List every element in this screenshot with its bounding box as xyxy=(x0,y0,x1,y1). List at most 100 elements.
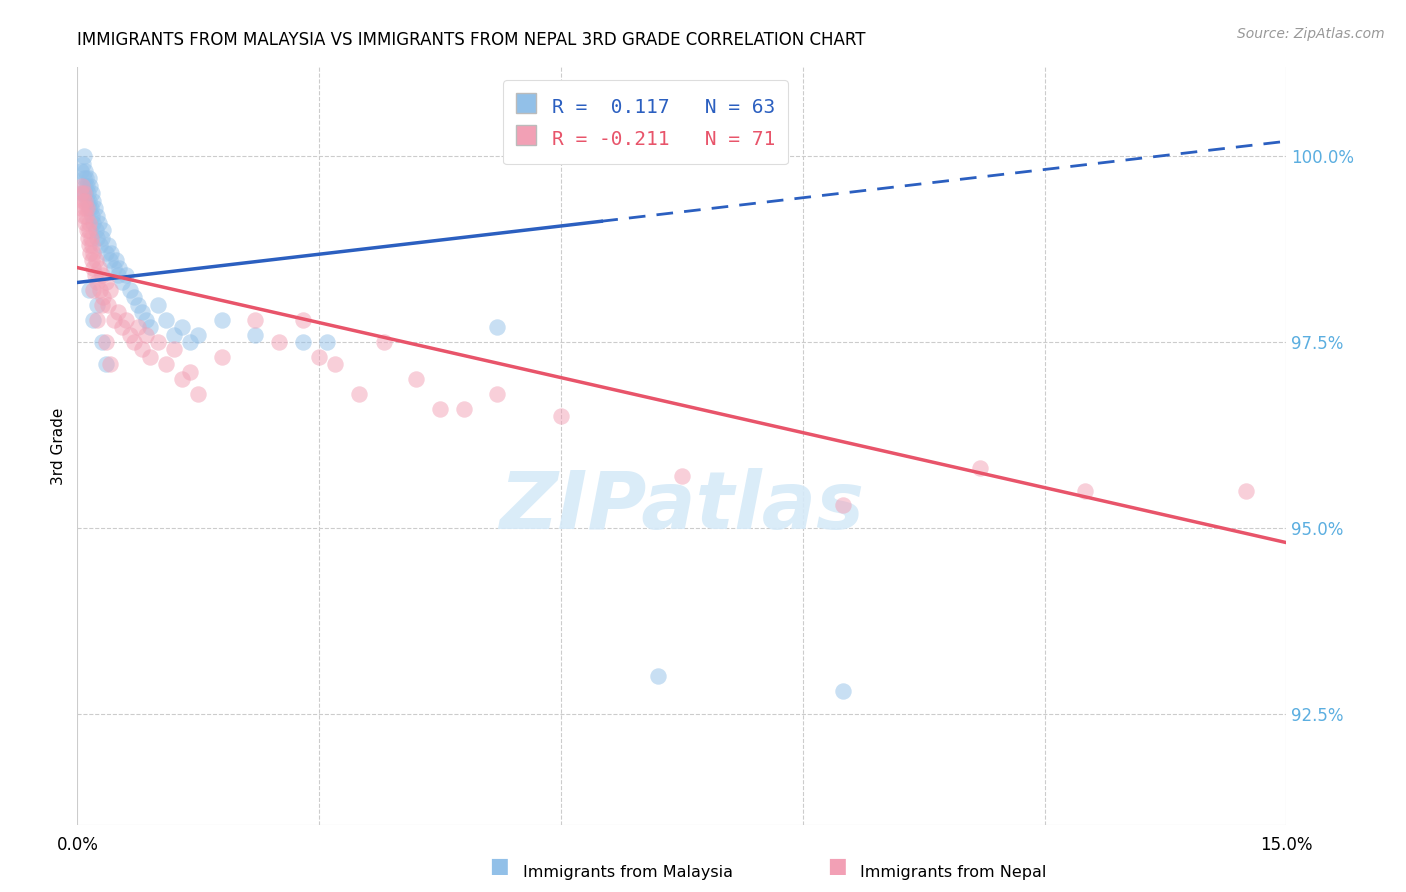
Point xyxy=(73,209,96,223)
Point xyxy=(79,238,101,252)
Point xyxy=(84,268,107,282)
Point xyxy=(80,186,103,201)
Point xyxy=(82,283,104,297)
Point xyxy=(292,312,315,326)
Point xyxy=(139,320,162,334)
Point xyxy=(127,320,149,334)
Point xyxy=(163,343,186,357)
Point xyxy=(100,245,122,260)
Point xyxy=(292,334,315,349)
Point xyxy=(114,268,136,282)
Point xyxy=(243,327,266,342)
Point xyxy=(114,312,136,326)
Point xyxy=(90,334,112,349)
Point xyxy=(91,223,114,237)
Point xyxy=(80,238,103,252)
Text: Immigrants from Nepal: Immigrants from Nepal xyxy=(860,865,1047,880)
Point xyxy=(131,343,153,357)
Point xyxy=(832,499,855,513)
Point xyxy=(485,387,508,401)
Point xyxy=(79,283,101,297)
Point xyxy=(97,238,120,252)
Text: ZIPatlas: ZIPatlas xyxy=(499,467,865,546)
Point xyxy=(316,334,339,349)
Point xyxy=(179,365,201,379)
Point xyxy=(70,186,93,201)
Text: ■: ■ xyxy=(827,856,846,876)
Point xyxy=(82,245,104,260)
Point xyxy=(82,216,104,230)
Point xyxy=(131,305,153,319)
Point xyxy=(91,290,114,304)
Point xyxy=(832,684,855,698)
Point xyxy=(98,283,121,297)
Point xyxy=(76,201,98,215)
Point xyxy=(98,357,121,371)
Point xyxy=(323,357,346,371)
Text: ■: ■ xyxy=(489,856,509,876)
Text: 0.0%: 0.0% xyxy=(56,837,98,855)
Point xyxy=(135,327,157,342)
Point xyxy=(84,201,107,215)
Point xyxy=(69,186,91,201)
Point xyxy=(73,149,96,163)
Point xyxy=(671,468,693,483)
Point xyxy=(172,372,194,386)
Point xyxy=(146,334,169,349)
Text: IMMIGRANTS FROM MALAYSIA VS IMMIGRANTS FROM NEPAL 3RD GRADE CORRELATION CHART: IMMIGRANTS FROM MALAYSIA VS IMMIGRANTS F… xyxy=(77,31,866,49)
Point xyxy=(94,334,117,349)
Point xyxy=(73,178,96,193)
Point xyxy=(80,201,103,215)
Point xyxy=(155,357,177,371)
Point xyxy=(86,312,108,326)
Point xyxy=(211,350,233,364)
Point xyxy=(86,231,108,245)
Point xyxy=(75,164,97,178)
Point xyxy=(146,298,169,312)
Point xyxy=(87,260,110,275)
Point xyxy=(70,178,93,193)
Point xyxy=(211,312,233,326)
Point xyxy=(82,312,104,326)
Point xyxy=(76,178,98,193)
Point xyxy=(1234,483,1257,498)
Point xyxy=(84,253,107,268)
Point xyxy=(187,327,209,342)
Point xyxy=(87,216,110,230)
Point xyxy=(73,171,96,186)
Point xyxy=(72,194,94,208)
Point xyxy=(111,276,134,290)
Point xyxy=(172,320,194,334)
Point xyxy=(89,238,111,252)
Point xyxy=(76,186,98,201)
Point xyxy=(72,156,94,170)
Point xyxy=(94,276,117,290)
Point xyxy=(155,312,177,326)
Point xyxy=(77,201,100,215)
Point xyxy=(98,253,121,268)
Point xyxy=(308,350,330,364)
Point xyxy=(139,350,162,364)
Point xyxy=(86,298,108,312)
Point xyxy=(122,334,145,349)
Point xyxy=(75,209,97,223)
Text: Source: ZipAtlas.com: Source: ZipAtlas.com xyxy=(1237,27,1385,41)
Point xyxy=(90,298,112,312)
Point xyxy=(75,186,97,201)
Point xyxy=(79,194,101,208)
Point xyxy=(77,216,100,230)
Point xyxy=(82,260,104,275)
Point xyxy=(90,268,112,282)
Point xyxy=(349,387,371,401)
Point xyxy=(86,209,108,223)
Point xyxy=(107,305,129,319)
Point xyxy=(73,194,96,208)
Point xyxy=(108,260,131,275)
Point xyxy=(79,245,101,260)
Legend: R =  0.117   N = 63, R = -0.211   N = 71: R = 0.117 N = 63, R = -0.211 N = 71 xyxy=(503,80,789,164)
Point xyxy=(243,312,266,326)
Point xyxy=(179,334,201,349)
Point xyxy=(89,283,111,297)
Point xyxy=(80,209,103,223)
Point xyxy=(76,194,98,208)
